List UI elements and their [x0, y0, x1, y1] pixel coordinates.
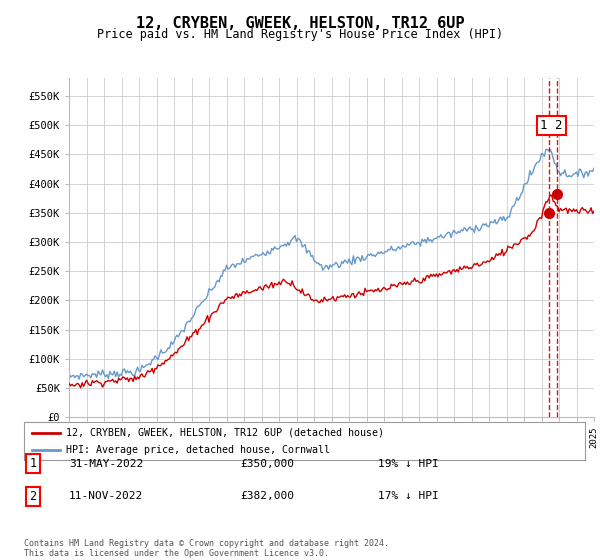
Text: 19% ↓ HPI: 19% ↓ HPI — [378, 459, 439, 469]
Text: 2: 2 — [29, 489, 37, 503]
Text: 12, CRYBEN, GWEEK, HELSTON, TR12 6UP: 12, CRYBEN, GWEEK, HELSTON, TR12 6UP — [136, 16, 464, 31]
Text: 1: 1 — [29, 457, 37, 470]
Text: 12, CRYBEN, GWEEK, HELSTON, TR12 6UP (detached house): 12, CRYBEN, GWEEK, HELSTON, TR12 6UP (de… — [66, 427, 384, 437]
Text: £382,000: £382,000 — [240, 491, 294, 501]
Text: Contains HM Land Registry data © Crown copyright and database right 2024.
This d: Contains HM Land Registry data © Crown c… — [24, 539, 389, 558]
Text: HPI: Average price, detached house, Cornwall: HPI: Average price, detached house, Corn… — [66, 445, 330, 455]
Text: Price paid vs. HM Land Registry's House Price Index (HPI): Price paid vs. HM Land Registry's House … — [97, 28, 503, 41]
Text: 1 2: 1 2 — [540, 119, 562, 132]
Text: £350,000: £350,000 — [240, 459, 294, 469]
Text: 31-MAY-2022: 31-MAY-2022 — [69, 459, 143, 469]
Text: 11-NOV-2022: 11-NOV-2022 — [69, 491, 143, 501]
Text: 17% ↓ HPI: 17% ↓ HPI — [378, 491, 439, 501]
